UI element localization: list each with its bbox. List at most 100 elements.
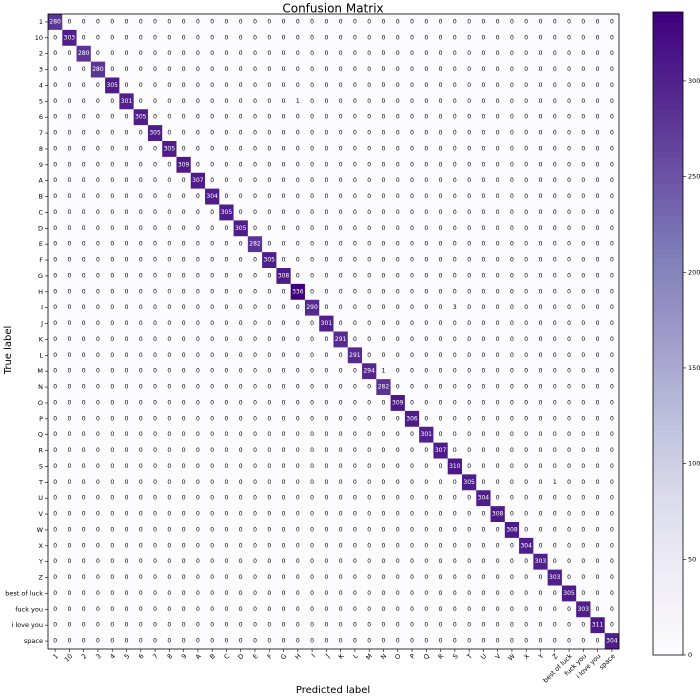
cell-value: 0 [524,320,528,327]
cell-value: 0 [510,193,514,200]
cell-value: 0 [496,368,500,375]
cell [290,236,306,253]
cell [461,220,477,237]
cell-value: 0 [496,98,500,105]
cell-value: 0 [53,368,57,375]
cell-value: 0 [396,66,400,73]
cell-value: 0 [225,368,229,375]
cell-value: 0 [439,66,443,73]
cell-value: 0 [382,241,386,248]
cell-value: 0 [496,114,500,121]
y-tick-label: P [39,415,43,423]
x-tick-label: G [279,652,288,661]
cell-value: 0 [96,352,100,359]
cell-value: 0 [296,368,300,375]
cell-value: 0 [296,574,300,581]
cell [519,77,534,94]
cell-value: 0 [125,257,129,264]
y-tick-label: 9 [39,161,43,169]
cell-value: 0 [125,415,129,422]
cell-value: 305 [264,257,276,264]
cell-value: 0 [396,638,400,645]
cell-value: 0 [210,622,214,629]
cell [147,188,163,205]
cell-value: 0 [96,209,100,216]
cell-value: 0 [196,606,200,613]
cell-value: 0 [581,18,585,25]
cell-value: 0 [367,130,371,137]
cell-value: 0 [53,304,57,311]
cell-value: 0 [324,177,328,184]
cell-value: 0 [467,542,471,549]
cell [333,29,349,47]
y-tick-label: 5 [39,97,43,105]
cell-value: 0 [253,558,257,565]
cell-value: 0 [225,447,229,454]
cell [304,109,320,126]
cell-value: 0 [353,638,357,645]
cell-value: 0 [496,145,500,152]
cell [162,268,177,285]
cell-value: 336 [292,288,304,295]
cell [461,252,477,269]
cell-value: 0 [467,320,471,327]
cell-value: 0 [481,288,485,295]
cell-value: 0 [210,272,214,279]
cell-value: 0 [382,574,386,581]
cell-value: 0 [110,399,114,406]
cell [362,29,377,47]
cell-value: 0 [96,241,100,248]
cell-value: 0 [253,495,257,502]
cell-value: 0 [282,66,286,73]
cell-value: 0 [110,606,114,613]
cell-value: 0 [225,272,229,279]
cell-value: 0 [353,18,357,25]
cell-value: 0 [253,209,257,216]
cell-value: 0 [324,114,328,121]
y-tick-label: i love you [11,621,43,629]
cell-value: 0 [225,193,229,200]
cell [533,268,548,285]
cell-value: 0 [239,193,243,200]
cell-value: 280 [78,50,90,57]
cell-value: 0 [410,574,414,581]
cell-value: 0 [82,336,86,343]
x-tick-label: K [337,652,346,661]
cell [604,172,620,189]
cell-value: 0 [324,542,328,549]
cell [447,268,463,285]
cell-value: 0 [225,82,229,89]
cell-value: 0 [96,145,100,152]
cell-value: 0 [296,495,300,502]
cell [205,283,220,301]
cell-value: 0 [567,288,571,295]
cell-value: 0 [267,209,271,216]
cell-value: 0 [453,336,457,343]
cell-value: 0 [110,34,114,41]
cell-value: 0 [210,606,214,613]
cell-value: 0 [125,50,129,57]
colorbar-tick-label: 300 [688,77,700,85]
cell-value: 0 [282,161,286,168]
cell [533,252,548,269]
cell [105,109,120,126]
cell-value: 0 [539,495,543,502]
cell-value: 282 [378,384,390,391]
colorbar-segment [653,440,683,447]
cell [290,252,306,269]
cell-value: 0 [110,511,114,518]
cell [561,172,577,189]
cell-value: 0 [467,415,471,422]
cell-value: 0 [339,18,343,25]
cell-value: 0 [282,590,286,597]
cell [319,283,334,301]
cell-value: 0 [53,193,57,200]
colorbar-tick-label: 0 [688,651,692,659]
cell-value: 0 [139,288,143,295]
cell-value: 0 [82,431,86,438]
cell [576,156,591,174]
cell-value: 0 [110,288,114,295]
cell-value: 305 [235,225,247,232]
cell [504,220,520,237]
cell [304,29,320,47]
